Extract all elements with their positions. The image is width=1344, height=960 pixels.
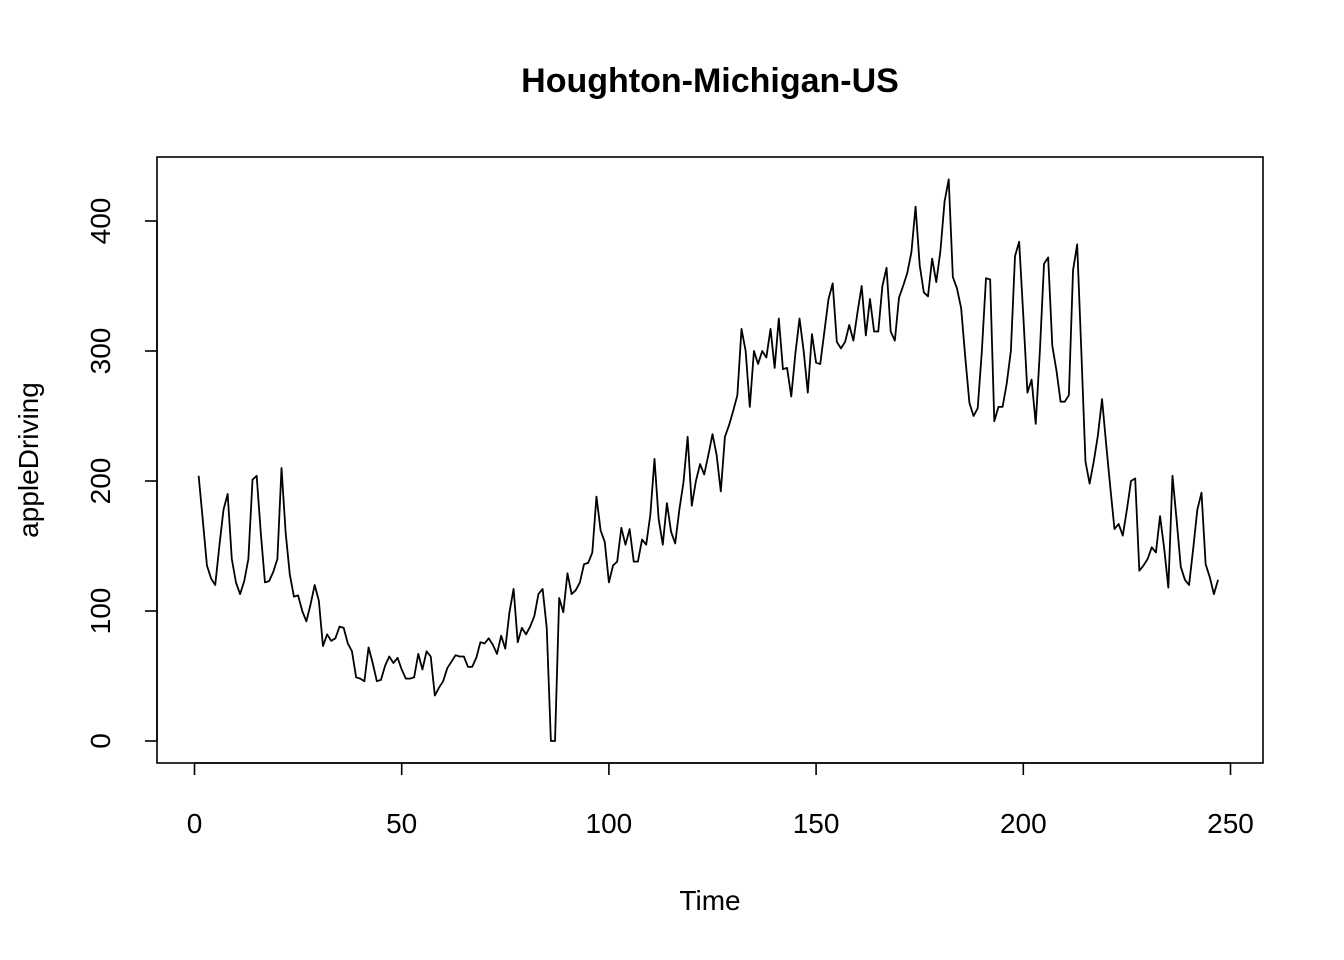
x-tick-label: 0 xyxy=(187,808,203,839)
y-tick-label: 0 xyxy=(85,733,116,749)
x-axis: 0 50 100 150 200 250 xyxy=(187,762,1254,839)
x-tick-label: 250 xyxy=(1207,808,1254,839)
y-tick-label: 200 xyxy=(85,458,116,505)
y-tick-label: 100 xyxy=(85,588,116,635)
y-axis: 0 100 200 300 400 xyxy=(85,198,158,749)
x-tick-label: 50 xyxy=(386,808,417,839)
x-tick-label: 200 xyxy=(1000,808,1047,839)
y-tick-label: 400 xyxy=(85,198,116,245)
series-line xyxy=(197,178,1219,742)
x-tick-label: 150 xyxy=(793,808,840,839)
x-tick-label: 100 xyxy=(586,808,633,839)
chart-title: Houghton-Michigan-US xyxy=(521,62,899,100)
plot-frame xyxy=(156,156,1264,764)
y-axis-label: appleDriving xyxy=(13,382,44,538)
y-tick-label: 300 xyxy=(85,328,116,375)
x-axis-label: Time xyxy=(679,885,740,916)
